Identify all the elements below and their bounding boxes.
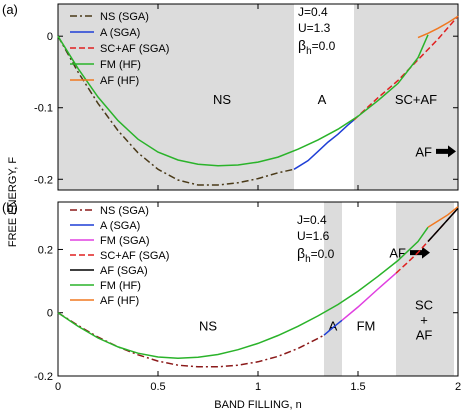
y-tick-label: 0 xyxy=(47,31,53,43)
region-label: A xyxy=(329,318,338,333)
legend-entry: AF (SGA) xyxy=(100,265,148,277)
panel-label: (a) xyxy=(2,2,18,17)
region-label: FM xyxy=(357,318,376,333)
param-label: U=1.3 xyxy=(298,21,331,35)
y-axis-label: FREE ENERGY, F xyxy=(7,157,19,248)
legend-entry: SC+AF (SGA) xyxy=(100,43,169,55)
series-line-0 xyxy=(57,312,325,368)
beta-param: βh=0.0 xyxy=(298,37,336,57)
af-arrow-label: AF xyxy=(389,246,406,261)
series-line-3 xyxy=(57,34,429,167)
series-line-4 xyxy=(427,207,459,243)
x-tick-label: 0 xyxy=(55,381,61,393)
legend-entry: A (SGA) xyxy=(100,220,140,232)
legend-entry: SC+AF (SGA) xyxy=(100,250,169,262)
legend-entry: NS (SGA) xyxy=(100,205,149,217)
y-tick-label: -0.2 xyxy=(34,174,53,186)
legend-entry: AF (HF) xyxy=(100,295,139,307)
region-label-stack: AF xyxy=(416,328,433,343)
x-tick-label: 1 xyxy=(255,381,261,393)
region-label: NS xyxy=(213,92,231,107)
panel-a: 0 -0.1 -0.2 NS A SC+AF AF NS (SGA) A (SGA) SC+AF … xyxy=(2,2,459,191)
x-tick-label: 2 xyxy=(455,381,461,393)
series-line-4 xyxy=(417,15,459,39)
param-label: J=0.4 xyxy=(297,213,327,227)
series-line-0 xyxy=(57,35,295,186)
param-label: J=0.4 xyxy=(298,5,328,19)
right-arrow-icon xyxy=(436,145,456,158)
x-axis-label: BAND FILLING, n xyxy=(214,399,301,411)
x-tick-label: 0.5 xyxy=(150,381,165,393)
right-arrow-icon xyxy=(410,246,430,259)
legend-entry: FM (HF) xyxy=(100,280,141,292)
series-line-2 xyxy=(341,272,397,321)
af-arrow-label: AF xyxy=(415,144,432,159)
beta-param: βh=0.0 xyxy=(297,245,335,265)
panel-label: (b) xyxy=(2,200,18,215)
region-label: SC+AF xyxy=(395,92,437,107)
series-line-1 xyxy=(293,119,355,170)
shaded-region-0 xyxy=(324,202,342,376)
series-line-5 xyxy=(57,226,429,360)
legend-entry: FM (HF) xyxy=(100,59,141,71)
y-tick-label: -0.1 xyxy=(34,103,53,115)
legend-entry: NS (SGA) xyxy=(100,11,149,23)
legend-entry: AF (HF) xyxy=(100,75,139,87)
region-label: A xyxy=(318,92,327,107)
series-line-1 xyxy=(323,319,343,336)
region-label-stack: + xyxy=(420,313,428,328)
x-tick-label: 1.5 xyxy=(350,381,365,393)
legend-entry: FM (SGA) xyxy=(100,235,150,247)
series-line-6 xyxy=(427,206,459,228)
y-tick-label: 0 xyxy=(47,308,53,320)
y-tick-label: 0.2 xyxy=(38,244,53,256)
legend-entry: A (SGA) xyxy=(100,27,140,39)
region-label-stack: SC xyxy=(415,298,433,313)
param-label: U=1.6 xyxy=(297,229,330,243)
shaded-region-1 xyxy=(396,202,454,376)
region-label: NS xyxy=(199,318,217,333)
y-tick-label: -0.2 xyxy=(34,371,53,383)
